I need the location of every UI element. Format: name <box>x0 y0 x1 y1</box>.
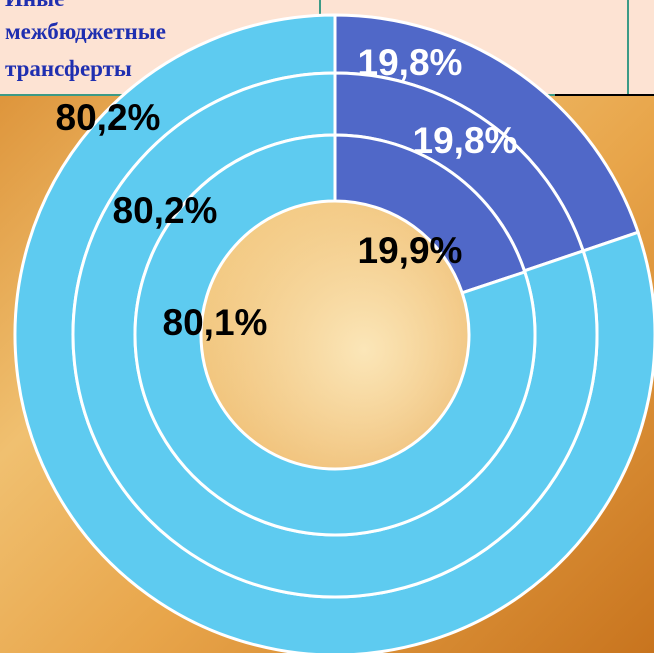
data-label: 19,8% <box>413 120 518 161</box>
donut-chart: 19,8% 80,2% 19,8% 80,2% 19,9% 80,1% <box>13 13 654 653</box>
data-label: 80,2% <box>113 190 218 231</box>
data-label: 19,9% <box>358 230 463 271</box>
data-label: 80,1% <box>163 302 268 343</box>
data-label: 80,2% <box>56 97 161 138</box>
data-label: 19,8% <box>358 42 463 83</box>
header-line: межбюджетные <box>5 19 166 44</box>
header-line: трансферты <box>5 56 132 81</box>
header-line: Иные <box>5 0 64 11</box>
donut-segment <box>133 133 537 537</box>
